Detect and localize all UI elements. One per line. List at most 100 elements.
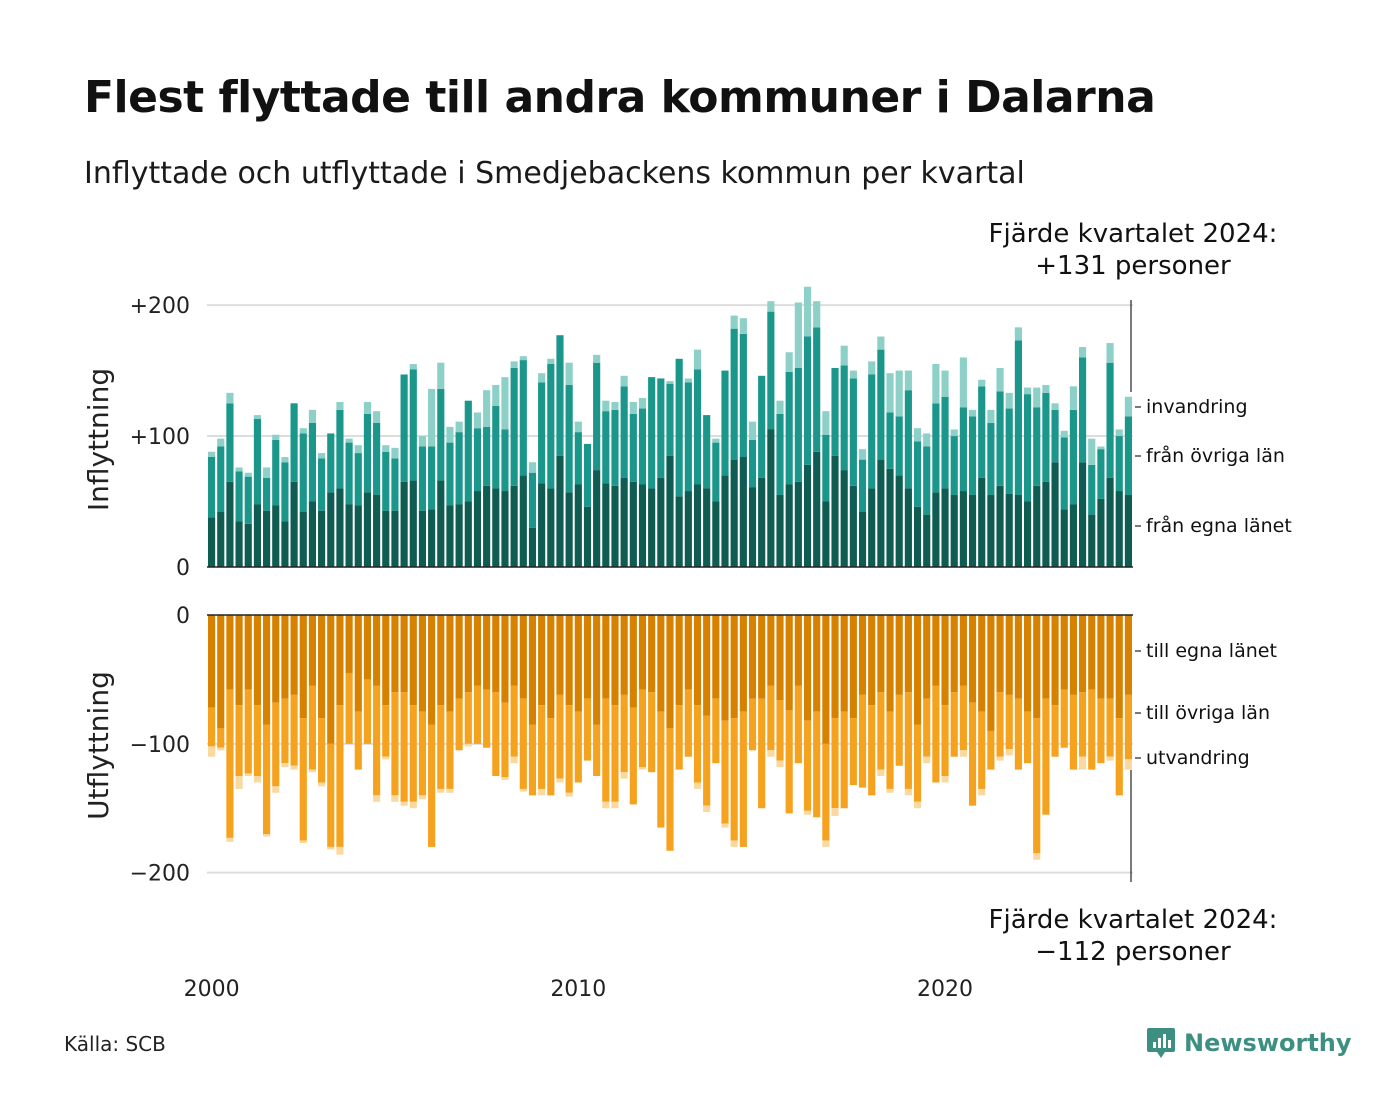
inflow-bar-segment [1069,504,1077,567]
outflow-bar-segment [418,615,427,712]
inflow-bar-segment [648,488,656,567]
inflow-bar-segment [813,301,821,328]
inflow-bar-segment [840,470,848,567]
inflow-bar-segment [373,422,381,495]
inflow-bar-segment [391,458,399,511]
inflow-bar-segment [849,378,857,486]
outflow-bar-segment [675,705,683,770]
inflow-bar-segment [959,491,967,567]
inflow-bar-segment [1060,509,1068,567]
outflow-bar-segment [593,615,601,725]
inflow-bar-segment [455,421,463,433]
inflow-bar-segment [629,402,637,414]
outflow-bar-segment [253,776,261,783]
outflow-bar-segment [1124,694,1132,760]
inflow-bar-segment [868,361,876,375]
outflow-bar-segment [272,702,280,787]
outflow-bar-segment [904,692,912,789]
outflow-bar-segment [327,846,335,850]
inflow-bar-segment [428,446,436,510]
inflow-bar-segment [1042,384,1050,393]
outflow-bar-segment [996,692,1004,757]
outflow-bar-segment [235,776,243,789]
top-annotation-line1: Fjärde kvartalet 2024: [989,219,1278,249]
outflow-bar-segment [501,615,509,703]
inflow-bar-segment [418,446,427,511]
inflow-bar-segment [987,494,995,567]
outflow-bar-segment [941,705,949,777]
outflow-bar-segment [1106,698,1114,757]
inflow-bar-segment [519,356,527,361]
outflow-bar-segment [1079,756,1087,770]
inflow-bar-segment [574,484,582,567]
outflow-bar-segment [492,615,500,693]
inflow-bar-segment [437,362,445,389]
inflow-bar-segment [409,480,417,567]
inflow-bar-segment [1005,408,1013,494]
inflow-bar-segment [382,445,390,452]
outflow-bar-segment [363,615,372,680]
outflow-bar-segment [629,707,637,805]
inflow-bar-segment [950,494,958,567]
brand-name: Newsworthy [1184,1029,1352,1057]
outflow-bar-segment [1106,756,1114,761]
inflow-bar-segment [208,517,216,567]
outflow-bar-segment [556,615,564,695]
inflow-bar-segment [363,402,372,414]
outflow-bar-segment [492,692,500,777]
newsworthy-logo-icon [1147,1028,1175,1058]
outflow-bar-segment [822,743,830,841]
inflow-bar-segment [308,422,317,502]
inflow-bar-segment [739,318,747,334]
outflow-bar-segment [923,615,931,699]
outflow-bar-segment [822,840,830,847]
inflow-bar-segment [1097,449,1105,499]
inflow-bar-segment [913,441,922,507]
outflow-bar-segment [1115,615,1123,719]
inflow-bar-segment [739,457,747,567]
outflow-bar-segment [776,700,784,761]
outflow-bar-segment [418,711,427,796]
inflow-bar-segment [299,433,307,512]
inflow-bar-segment [235,467,243,472]
outflow-bar-segment [574,711,582,783]
inflow-bar-segment [602,400,610,412]
inflow-bar-segment [803,286,812,337]
outflow-bar-segment [648,692,656,773]
inflow-bar-segment [611,409,619,486]
outflow-bar-segment [263,834,271,837]
outflow-bar-segment [409,615,417,706]
inflow-bar-segment [492,384,500,406]
inflow-bar-segment [281,521,289,567]
inflow-bar-segment [336,488,344,567]
outflow-bar-segment [217,728,225,748]
outflow-bar-segment [446,615,454,712]
bottom-y-tick-label: −200 [130,862,190,887]
outflow-bar-segment [373,795,381,802]
outflow-bar-segment [235,615,243,706]
outflow-bar-segment [510,685,518,757]
outflow-bar-segment [950,692,958,757]
outflow-bar-segment [327,615,335,744]
inflow-bar-segment [382,510,390,567]
inflow-bar-segment [1079,357,1087,463]
bottom-annotation-line1: Fjärde kvartalet 2024: [989,905,1278,935]
outflow-bar-segment [400,692,408,802]
inflow-bar-segment [217,438,225,447]
inflow-bar-segment [327,433,335,493]
outflow-bar-segment [858,694,867,788]
outflow-bar-segment [501,777,509,780]
inflow-bar-segment [593,362,601,471]
inflow-bar-segment [693,349,702,370]
outflow-bar-segment [923,756,931,764]
inflow-bar-segment [501,377,509,430]
outflow-bar-segment [1079,692,1087,757]
inflow-bar-segment [1106,477,1114,567]
inflow-bar-segment [244,472,252,477]
outflow-bar-segment [1069,615,1077,695]
outflow-bar-segment [208,707,216,747]
outflow-bar-segment [822,615,830,744]
inflow-bar-segment [1014,494,1022,567]
outflow-bar-segment [1060,615,1068,690]
outflow-bar-segment [308,685,317,770]
